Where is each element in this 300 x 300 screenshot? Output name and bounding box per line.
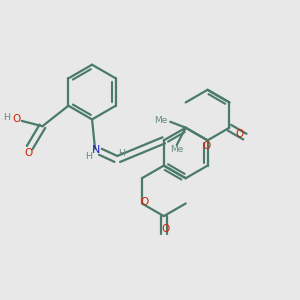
Text: O: O: [141, 197, 149, 207]
Text: O: O: [236, 129, 244, 139]
Text: Me: Me: [170, 145, 183, 154]
Text: N: N: [92, 145, 100, 155]
Text: H: H: [3, 113, 10, 122]
Text: O: O: [24, 148, 32, 158]
Text: H: H: [118, 149, 125, 158]
Text: O: O: [13, 114, 21, 124]
Text: O: O: [161, 224, 170, 234]
Text: H: H: [85, 152, 92, 161]
Text: Me: Me: [154, 116, 168, 125]
Text: O: O: [202, 141, 210, 151]
